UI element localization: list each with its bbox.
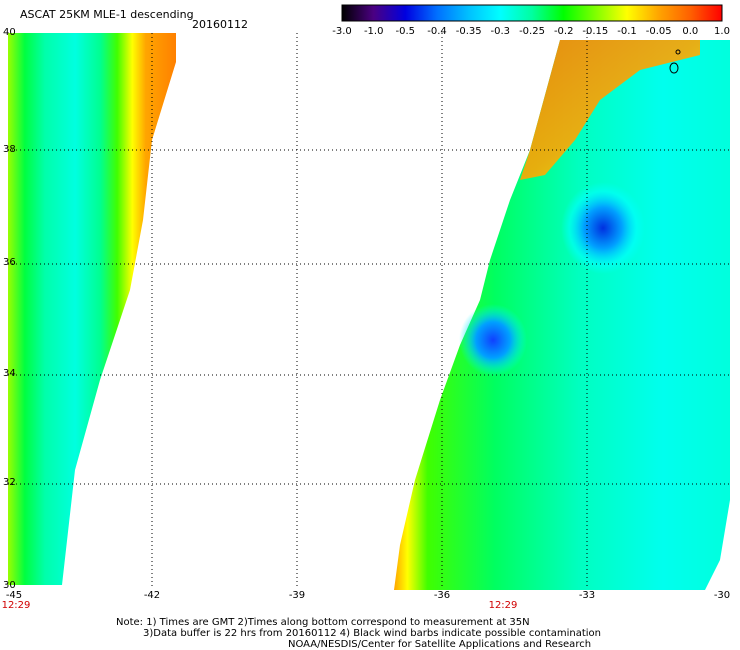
colorbar: -3.0 -1.0 -0.5 -0.4 -0.35 -0.3 -0.25 -0.2 -0.15-… [332, 4, 730, 37]
low-eddy-north [561, 182, 645, 274]
colorbar-tick-label: -3.0 [332, 26, 352, 37]
colorbar-tick-label: -0.05 [646, 26, 672, 37]
colorbar-strip [341, 4, 723, 22]
footer-notes: Note: 1) Times are GMT 2)Times along bot… [116, 617, 601, 650]
colorbar-tick-label: -0.3 [491, 26, 511, 37]
colorbar-tick-label: -0.4 [427, 26, 447, 37]
colorbar-tick-label: -0.35 [456, 26, 482, 37]
lat-label-36: 36 [3, 257, 16, 268]
lat-label-34: 34 [3, 368, 16, 379]
footer-line-2: 3)Data buffer is 22 hrs from 20160112 4)… [143, 628, 601, 639]
lon-label-42w: -42 [143, 590, 161, 601]
colorbar-tick-label: -0.5 [396, 26, 416, 37]
low-eddy-west [459, 304, 527, 376]
colorbar-tick-label: -0.25 [519, 26, 545, 37]
footer-line-1: Note: 1) Times are GMT 2)Times along bot… [116, 617, 530, 628]
east-swath-north-edge [520, 40, 700, 180]
lat-label-32: 32 [3, 477, 16, 488]
lon-label-45w: -45 [5, 590, 23, 601]
pass-time-west: 12:29 [1, 600, 31, 611]
colorbar-tick-label: 1.0 [714, 26, 730, 37]
colorbar-tick-label: -1.0 [364, 26, 384, 37]
colorbar-tick-label: -0.1 [617, 26, 637, 37]
west-swath [8, 33, 176, 585]
footer-line-3: NOAA/NESDIS/Center for Satellite Applica… [288, 639, 592, 650]
lon-label-30w: -30 [713, 590, 731, 601]
product-title: ASCAT 25KM MLE-1 descending [20, 8, 194, 21]
lon-label-39w: -39 [288, 590, 306, 601]
lat-label-30: 30 [3, 580, 16, 591]
lon-label-33w: -33 [578, 590, 596, 601]
lon-label-36w: -36 [433, 590, 451, 601]
colorbar-tick-label: -0.2 [554, 26, 574, 37]
contour-loop [669, 62, 679, 74]
contour-loop-small [675, 49, 681, 55]
colorbar-tick-label: 0.0 [682, 26, 698, 37]
lat-label-40: 40 [3, 27, 16, 38]
product-date: 20160112 [192, 18, 248, 31]
lon-grid-lines [151, 33, 588, 588]
east-swath [394, 40, 730, 590]
lat-label-38: 38 [3, 144, 16, 155]
pass-time-east: 12:29 [488, 600, 518, 611]
lat-grid-lines [8, 149, 730, 485]
colorbar-tick-label: -0.15 [582, 26, 608, 37]
